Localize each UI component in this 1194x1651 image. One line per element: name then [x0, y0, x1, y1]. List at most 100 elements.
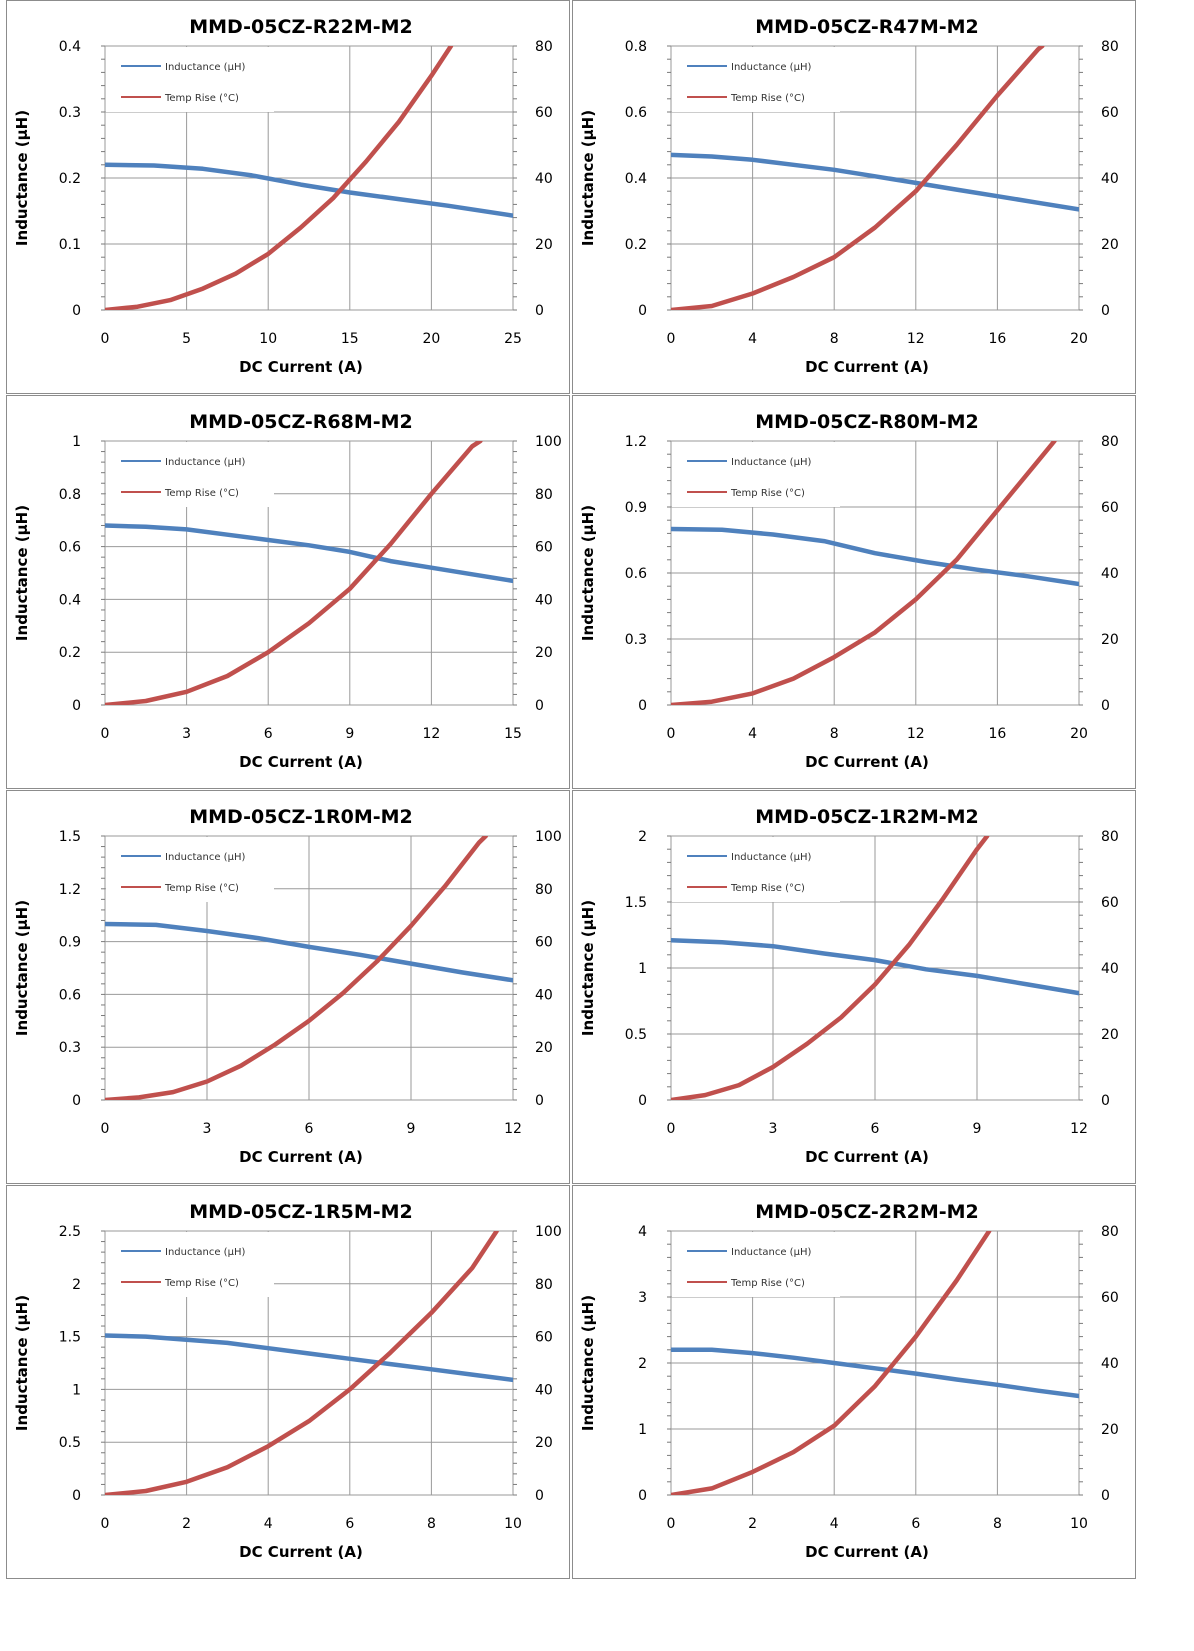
y-tick-label: 0.2	[59, 645, 81, 661]
axis-minor-ticks	[667, 1230, 1083, 1496]
y2-tick-label: 60	[1101, 1290, 1119, 1306]
x-axis-label: DC Current (A)	[805, 1543, 929, 1561]
y2-tick-label: 20	[1101, 632, 1119, 648]
chart-svg: MMD-05CZ-1R2M-M20 3 6 9 1200.511.52020406080…	[579, 806, 1119, 1166]
x-tick-label: 9	[345, 726, 354, 742]
y2-tick-label: 60	[1101, 105, 1119, 121]
y-tick-label: 1.5	[625, 895, 647, 911]
y2-tick-label: 20	[1101, 237, 1119, 253]
x-axis-label: DC Current (A)	[239, 358, 363, 376]
chart-panel: MMD-05CZ-2R2M-M2 0 2 4 6 8 10 0 1 2 3 4 0 20 40 60 80 DC …	[572, 1185, 1136, 1579]
y2-tick-label: 40	[1101, 1356, 1119, 1372]
x-tick-label: 9	[973, 1121, 982, 1137]
chart-panel: MMD-05CZ-R22M-M2 0 5 10 15 20 25 0 0.1 0.2 0.3 0.4 0…	[6, 0, 570, 394]
legend: Inductance (µH) Temp Rise (°C)	[672, 837, 840, 902]
chart-svg: MMD-05CZ-R80M-M20 4 8 12 16 2000.30.60.91.202…	[579, 411, 1119, 771]
y-axis-label: Inductance (µH)	[579, 110, 597, 246]
x-tick-label: 4	[264, 1516, 273, 1532]
y2-tick-label: 60	[535, 105, 553, 121]
axis-minor-ticks	[101, 45, 517, 311]
y-tick-label: 3	[638, 1290, 647, 1306]
y2-tick-label: 0	[1101, 1093, 1110, 1109]
y2-tick-label: 40	[1101, 961, 1119, 977]
y-tick-label: 0	[72, 1093, 81, 1109]
legend-label: Inductance (µH)	[731, 1247, 811, 1258]
y-tick-label: 0.3	[59, 1040, 81, 1056]
legend-label: Temp Rise (°C)	[164, 93, 239, 104]
x-axis-label: DC Current (A)	[239, 1148, 363, 1166]
chart-title: MMD-05CZ-R68M-M2	[189, 411, 413, 433]
series-line-temp-rise	[671, 441, 1057, 705]
chart-title: MMD-05CZ-2R2M-M2	[755, 1201, 979, 1223]
chart-title: MMD-05CZ-1R5M-M2	[189, 1201, 413, 1223]
y-tick-label: 0.5	[59, 1435, 81, 1451]
y-tick-label: 0.3	[625, 632, 647, 648]
y-tick-label: 2	[638, 829, 647, 845]
x-tick-label: 10	[259, 331, 277, 347]
x-tick-label: 4	[830, 1516, 839, 1532]
y-axis-label: Inductance (µH)	[13, 505, 31, 641]
y2-tick-label: 20	[535, 1040, 553, 1056]
y2-tick-label: 80	[535, 487, 553, 503]
series-line-inductance	[105, 1333, 513, 1383]
chart-panel: MMD-05CZ-1R5M-M2 0 2 4 6 8 10 0 0.5 1 1.5 2 2.5 0 20 40…	[6, 1185, 570, 1579]
y2-tick-label: 60	[1101, 895, 1119, 911]
y2-tick-label: 100	[535, 434, 562, 450]
y-tick-label: 0.4	[59, 39, 81, 55]
chart-svg: MMD-05CZ-R47M-M20 4 8 12 16 2000.20.40.60.802…	[579, 16, 1119, 376]
x-tick-label: 6	[264, 726, 273, 742]
x-tick-label: 12	[907, 331, 925, 347]
legend-label: Temp Rise (°C)	[730, 1278, 805, 1289]
y2-tick-label: 0	[1101, 698, 1110, 714]
y-tick-label: 1	[72, 434, 81, 450]
x-tick-label: 4	[748, 331, 757, 347]
series-line-temp-rise	[671, 1231, 992, 1495]
y-tick-label: 0.6	[59, 540, 81, 556]
legend: Inductance (µH) Temp Rise (°C)	[106, 47, 274, 112]
y-tick-label: 0.8	[625, 39, 647, 55]
x-tick-label: 20	[1070, 331, 1088, 347]
y-tick-label: 2	[638, 1356, 647, 1372]
y-tick-label: 0.3	[59, 105, 81, 121]
x-tick-label: 4	[748, 726, 757, 742]
chart-panel: MMD-05CZ-1R2M-M2 0 3 6 9 12 0 0.5 1 1.5 2 0 20 40 60 80…	[572, 790, 1136, 1184]
series-line-inductance	[671, 938, 1079, 996]
y2-tick-label: 20	[535, 645, 553, 661]
y-axis-label: Inductance (µH)	[579, 505, 597, 641]
series-line-temp-rise	[671, 46, 1045, 310]
y-tick-label: 2.5	[59, 1224, 81, 1240]
x-tick-label: 2	[748, 1516, 757, 1532]
x-tick-label: 5	[182, 331, 191, 347]
y-axis-label: Inductance (µH)	[13, 1295, 31, 1431]
y-tick-label: 0.2	[625, 237, 647, 253]
y2-tick-label: 60	[1101, 500, 1119, 516]
x-tick-label: 10	[1070, 1516, 1088, 1532]
x-tick-label: 20	[422, 331, 440, 347]
x-tick-label: 0	[101, 1121, 110, 1137]
y-tick-label: 0.4	[59, 592, 81, 608]
axis-minor-ticks	[667, 45, 1083, 311]
x-tick-label: 8	[830, 331, 839, 347]
x-tick-label: 0	[101, 1516, 110, 1532]
y2-tick-label: 60	[535, 935, 553, 951]
x-tick-label: 0	[667, 1121, 676, 1137]
x-axis-label: DC Current (A)	[239, 1543, 363, 1561]
y-axis-label: Inductance (µH)	[579, 900, 597, 1036]
y-tick-label: 1.5	[59, 829, 81, 845]
chart-panel: MMD-05CZ-R80M-M2 0 4 8 12 16 20 0 0.3 0.6 0.9 1.2 0 2…	[572, 395, 1136, 789]
y-tick-label: 0	[72, 698, 81, 714]
x-tick-label: 0	[101, 331, 110, 347]
y2-tick-label: 0	[1101, 303, 1110, 319]
y-tick-label: 1	[72, 1382, 81, 1398]
gridlines	[671, 836, 1079, 1100]
axis-minor-ticks	[667, 835, 1083, 1101]
series-line-inductance	[105, 162, 513, 218]
y-tick-label: 0.9	[59, 935, 81, 951]
y2-tick-label: 0	[535, 1488, 544, 1504]
x-tick-label: 6	[911, 1516, 920, 1532]
x-tick-label: 12	[1070, 1121, 1088, 1137]
x-axis-label: DC Current (A)	[239, 753, 363, 771]
legend-label: Temp Rise (°C)	[730, 883, 805, 894]
legend: Inductance (µH) Temp Rise (°C)	[672, 1232, 840, 1297]
y-tick-label: 1	[638, 1422, 647, 1438]
